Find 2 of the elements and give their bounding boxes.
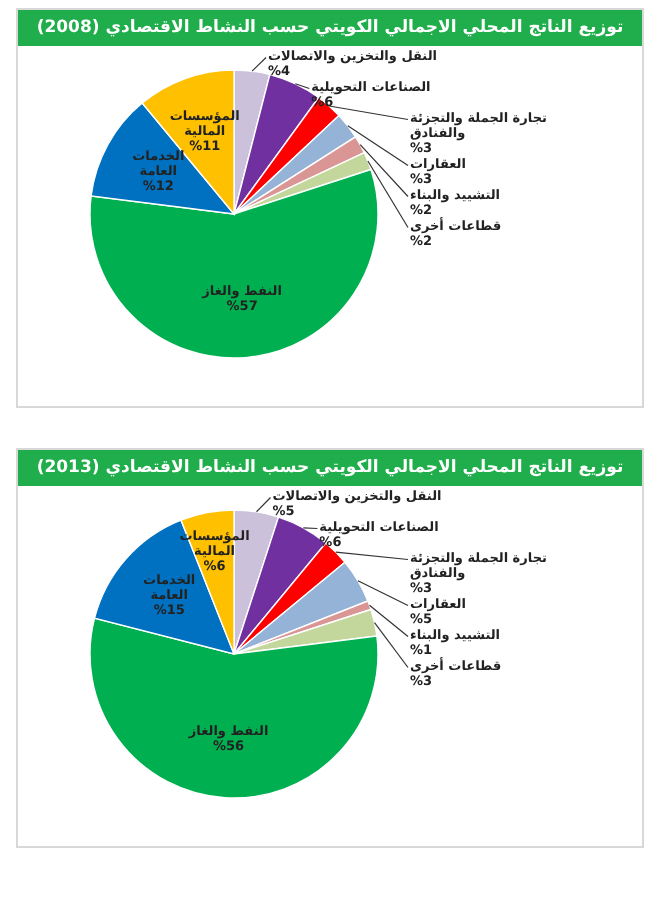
chart-title: توزيع الناتج المحلي الاجمالي الكويتي حسب النشاط الاقتصادي (2008) <box>18 10 642 46</box>
chart-title: توزيع الناتج المحلي الاجمالي الكويتي حسب النشاط الاقتصادي (2013) <box>18 450 642 486</box>
